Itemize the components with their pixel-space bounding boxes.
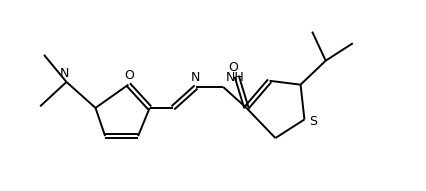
Text: N: N [190,71,199,84]
Text: N: N [60,67,69,80]
Text: NH: NH [225,71,244,84]
Text: S: S [308,115,317,128]
Text: O: O [124,69,134,82]
Text: O: O [228,61,238,74]
